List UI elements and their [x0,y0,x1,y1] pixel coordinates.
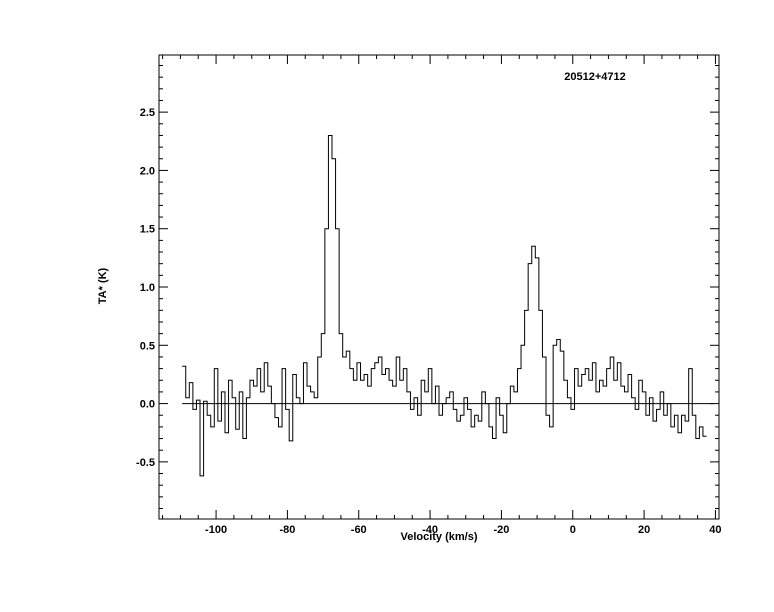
y-tick-label: 1.0 [140,282,155,294]
y-axis-title: TA* (K) [97,267,109,304]
plot-frame [158,54,720,520]
y-tick-label: 2.0 [140,165,155,177]
spectrum-line [182,134,707,477]
x-tick-label: 20 [638,524,650,536]
x-tick-label: -20 [493,524,509,536]
y-tick-label: 2.5 [140,107,155,119]
x-axis-title: Velocity (km/s) [400,531,477,543]
y-tick-label: -0.5 [136,457,155,469]
x-tick-label: -80 [279,524,295,536]
chart-title: 20512+4712 [564,71,625,83]
x-tick-label: -100 [205,524,227,536]
y-tick-label: 1.5 [140,224,155,236]
x-tick-label: 0 [570,524,576,536]
x-tick-label: 40 [709,524,721,536]
y-tick-label: 0.0 [140,399,155,411]
x-tick-label: -40 [422,524,438,536]
y-tick-label: 0.5 [140,340,155,352]
x-tick-label: -60 [351,524,367,536]
